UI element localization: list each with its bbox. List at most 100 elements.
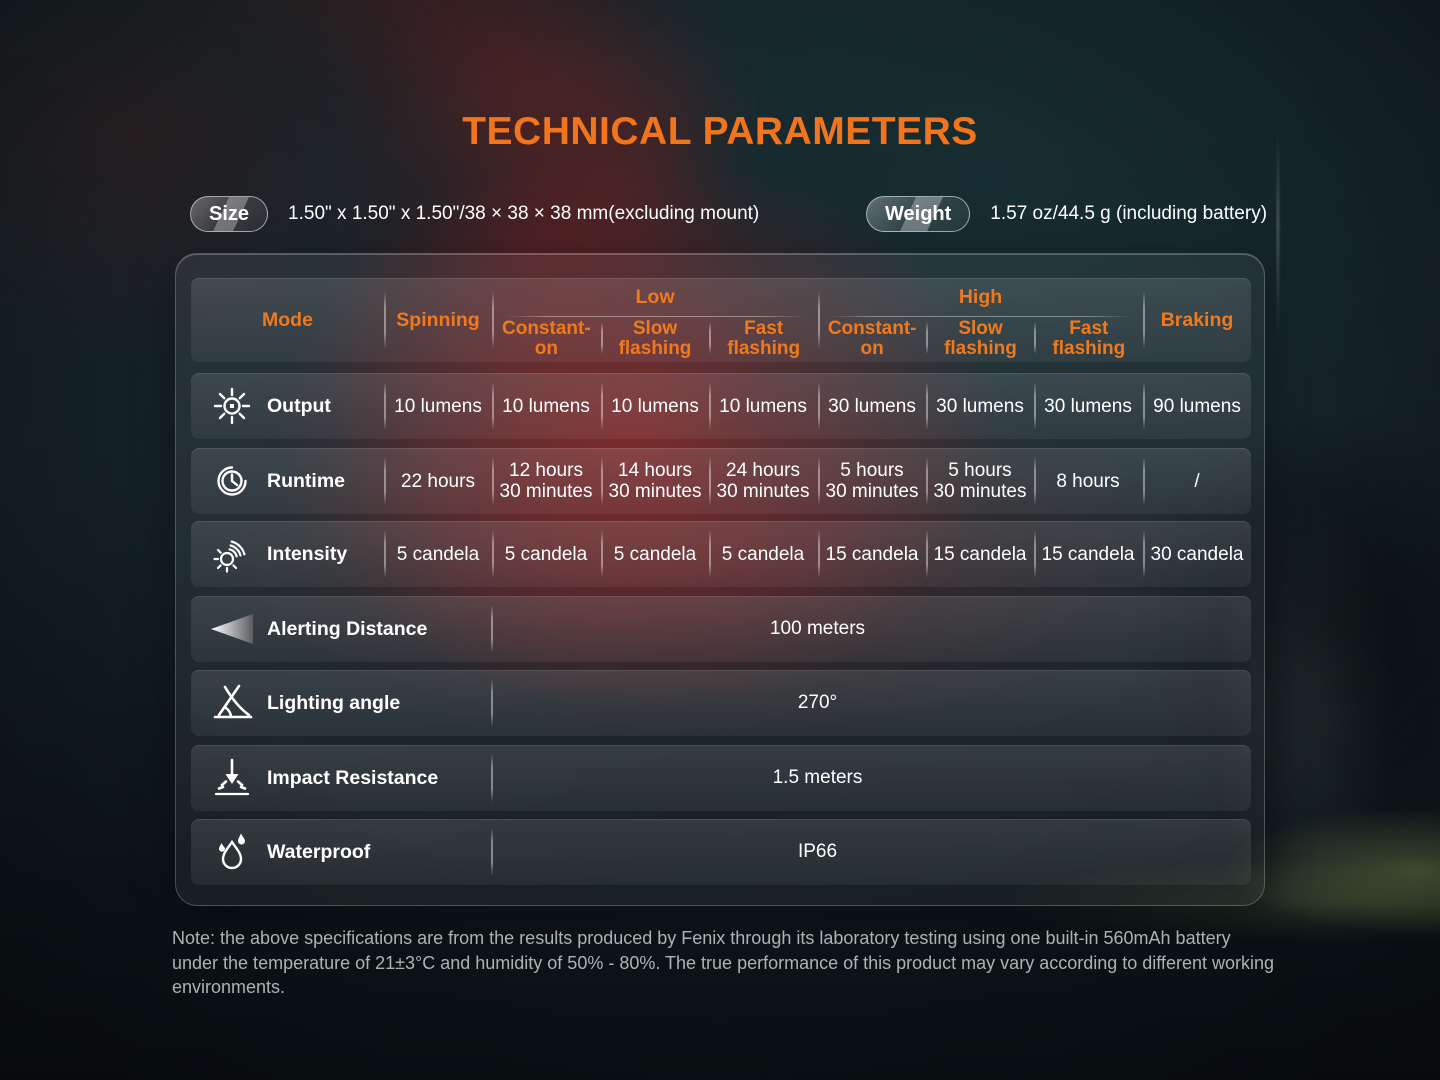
table-row-output: Output 10 lumens 10 lumens 10 lumens 10 …	[191, 373, 1251, 439]
table-row-alerting-distance: Alerting Distance 100 meters	[191, 596, 1251, 662]
intensity-high-fast: 15 candela	[1041, 543, 1135, 565]
runtime-high-fast: 8 hours	[1056, 470, 1120, 492]
row-label-intensity: Intensity	[267, 542, 348, 565]
intensity-high-slow: 15 candela	[933, 543, 1027, 565]
divider	[601, 530, 603, 578]
size-value: 1.50" x 1.50" x 1.50"/38 × 38 × 38 mm(ex…	[288, 203, 760, 224]
divider	[601, 322, 603, 354]
divider	[1034, 457, 1036, 505]
divider	[384, 530, 386, 578]
footnote: Note: the above specifications are from …	[172, 928, 1274, 997]
runtime-high-slow: 5 hours 30 minutes	[933, 460, 1027, 502]
output-low-constant: 10 lumens	[502, 395, 590, 417]
divider	[601, 457, 603, 505]
header-group-low: Low Constant- on Slow flashing Fast flas…	[492, 278, 818, 362]
header-high-label: High	[958, 285, 1003, 308]
divider	[926, 322, 928, 354]
lighting-angle-value: 270°	[797, 692, 838, 713]
row-label-alerting-distance: Alerting Distance	[267, 617, 428, 640]
shine-icon	[209, 531, 255, 577]
header-low-label: Low	[635, 285, 675, 308]
divider	[384, 457, 386, 505]
header-low-underline	[504, 316, 806, 317]
divider	[491, 754, 493, 802]
output-braking: 90 lumens	[1153, 395, 1241, 417]
table-row-waterproof: Waterproof IP66	[191, 819, 1251, 885]
runtime-spinning: 22 hours	[401, 470, 475, 492]
output-high-slow: 30 lumens	[936, 395, 1024, 417]
runtime-low-fast: 24 hours 30 minutes	[716, 460, 810, 502]
header-mode: Mode	[262, 308, 313, 331]
waterproof-value: IP66	[797, 841, 838, 862]
divider	[491, 828, 493, 876]
header-high-fast-flashing: Fast flashing	[1052, 318, 1126, 359]
runtime-low-constant: 12 hours 30 minutes	[499, 460, 593, 502]
weight-spec: Weight 1.57 oz/44.5 g (including battery…	[866, 196, 1267, 232]
output-high-constant: 30 lumens	[828, 395, 916, 417]
table-row-intensity: Intensity 5 candela 5 candela 5 candela …	[191, 521, 1251, 587]
divider	[1143, 457, 1145, 505]
weight-badge: Weight	[866, 196, 971, 232]
divider	[1143, 530, 1145, 578]
beam-icon	[209, 606, 255, 652]
divider	[926, 530, 928, 578]
divider	[709, 457, 711, 505]
divider	[601, 382, 603, 430]
angle-icon	[209, 680, 255, 726]
page-title: TECHNICAL PARAMETERS	[462, 110, 978, 153]
runtime-braking: /	[1194, 470, 1200, 492]
header-low-constant-on: Constant- on	[502, 318, 591, 359]
divider	[1143, 382, 1145, 430]
spec-table-card: Mode Spinning Low Constant- on Slow flas…	[175, 253, 1265, 906]
divider	[1034, 382, 1036, 430]
header-spinning: Spinning	[396, 308, 480, 331]
table-row-lighting-angle: Lighting angle 270°	[191, 670, 1251, 736]
intensity-braking: 30 candela	[1150, 543, 1244, 565]
divider	[1143, 291, 1145, 349]
output-spinning: 10 lumens	[394, 395, 482, 417]
divider	[1034, 322, 1036, 354]
divider	[709, 382, 711, 430]
intensity-low-constant: 5 candela	[504, 543, 588, 565]
divider	[818, 457, 820, 505]
intensity-low-slow: 5 candela	[613, 543, 697, 565]
intensity-spinning: 5 candela	[396, 543, 480, 565]
divider	[818, 291, 820, 349]
divider	[384, 382, 386, 430]
weight-badge-label: Weight	[885, 202, 952, 225]
size-spec: Size 1.50" x 1.50" x 1.50"/38 × 38 × 38 …	[190, 196, 759, 232]
row-label-runtime: Runtime	[267, 469, 345, 492]
waterdrop-icon	[209, 829, 255, 875]
divider	[709, 530, 711, 578]
weight-value: 1.57 oz/44.5 g (including battery)	[990, 203, 1268, 224]
runtime-low-slow: 14 hours 30 minutes	[608, 460, 702, 502]
divider	[491, 605, 493, 653]
background-highlight	[1277, 130, 1279, 340]
row-label-lighting-angle: Lighting angle	[267, 691, 401, 714]
runtime-high-constant: 5 hours 30 minutes	[825, 460, 919, 502]
divider	[492, 382, 494, 430]
divider	[709, 322, 711, 354]
impact-resistance-value: 1.5 meters	[772, 767, 863, 788]
divider	[818, 382, 820, 430]
divider	[818, 530, 820, 578]
size-badge: Size	[190, 196, 269, 232]
header-high-slow-flashing: Slow flashing	[944, 318, 1017, 359]
sun-icon	[209, 383, 255, 429]
header-low-slow-flashing: Slow flashing	[618, 318, 692, 359]
table-header-row: Mode Spinning Low Constant- on Slow flas…	[191, 278, 1251, 362]
clock-icon	[209, 458, 255, 504]
output-low-fast: 10 lumens	[719, 395, 807, 417]
header-high-constant-on: Constant- on	[827, 318, 917, 359]
header-low-fast-flashing: Fast flashing	[727, 318, 801, 359]
table-row-impact-resistance: Impact Resistance 1.5 meters	[191, 745, 1251, 811]
divider	[926, 457, 928, 505]
output-high-fast: 30 lumens	[1044, 395, 1132, 417]
divider	[492, 291, 494, 349]
intensity-low-fast: 5 candela	[721, 543, 805, 565]
impact-icon	[209, 755, 255, 801]
header-group-high: High Constant- on Slow flashing Fast fla…	[818, 278, 1143, 362]
divider	[492, 530, 494, 578]
